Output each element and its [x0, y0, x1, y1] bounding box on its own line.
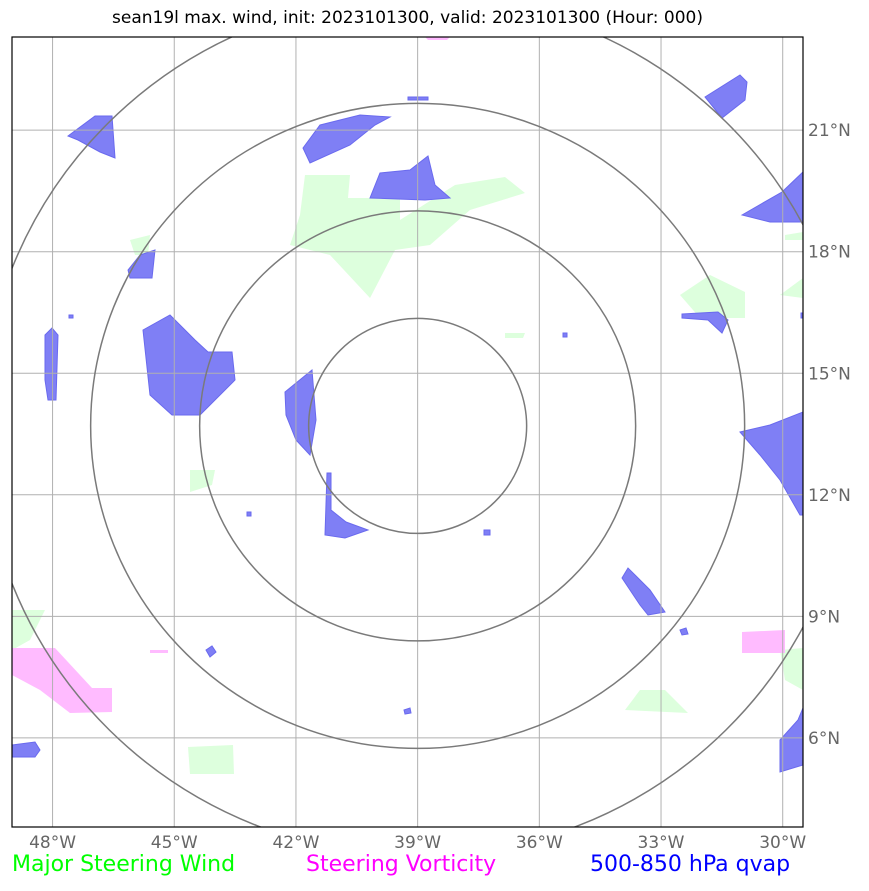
wind-region	[680, 275, 745, 318]
qvap-region	[483, 529, 491, 536]
lon-tick-label: 45°W	[151, 833, 198, 853]
legend-major-steering-wind: Major Steering Wind	[12, 852, 236, 877]
qvap-region	[779, 707, 803, 773]
wind-region	[190, 470, 215, 492]
qvap-region	[369, 155, 452, 201]
vorticity-region	[12, 648, 112, 713]
longitude-tick-labels: 48°W 45°W 42°W 39°W 36°W 33°W 30°W	[29, 833, 806, 853]
range-rings	[12, 37, 803, 827]
qvap-region	[12, 741, 41, 758]
range-ring	[198, 210, 637, 642]
qvap-region	[621, 567, 666, 616]
lat-tick-label: 21°N	[808, 121, 851, 141]
qvap-region	[739, 411, 803, 516]
map-frame	[11, 36, 804, 828]
qvap-region	[44, 327, 59, 401]
lat-tick-label: 12°N	[808, 486, 851, 506]
legend-qvap: 500-850 hPa qvap	[590, 852, 791, 877]
latitude-tick-labels: 21°N 18°N 15°N 12°N 9°N 6°N	[808, 121, 851, 749]
legend-steering-vorticity: Steering Vorticity	[306, 852, 497, 877]
qvap-region	[205, 645, 217, 658]
qvap-region	[704, 74, 748, 119]
lon-tick-label: 33°W	[638, 833, 685, 853]
lon-tick-label: 36°W	[516, 833, 563, 853]
qvap-region	[324, 472, 370, 539]
lon-tick-label: 30°W	[759, 833, 806, 853]
range-ring	[307, 317, 528, 535]
vorticity-region	[742, 630, 785, 653]
qvap-region	[284, 369, 317, 457]
wind-region	[188, 745, 234, 774]
lat-tick-label: 18°N	[808, 243, 851, 263]
range-ring	[12, 37, 803, 827]
lon-tick-label: 39°W	[394, 833, 441, 853]
wind-region	[290, 175, 525, 298]
map-title: sean19l max. wind, init: 2023101300, val…	[112, 8, 703, 28]
range-ring	[89, 102, 746, 750]
wind-region	[625, 690, 688, 713]
graticule	[12, 37, 803, 827]
lat-tick-label: 15°N	[808, 364, 851, 384]
vorticity-region	[150, 650, 168, 653]
vorticity-region	[425, 37, 450, 40]
qvap-region	[302, 114, 392, 164]
wind-region	[780, 278, 803, 298]
lon-tick-label: 42°W	[272, 833, 319, 853]
lat-tick-label: 9°N	[808, 607, 840, 627]
qvap-region	[246, 511, 252, 517]
qvap-region	[562, 332, 568, 338]
steering-vorticity-regions	[12, 37, 785, 713]
qvap-region	[740, 171, 803, 223]
wind-region	[785, 232, 803, 240]
wind-region	[780, 648, 803, 690]
qvap-region	[681, 311, 729, 334]
qvap-regions	[12, 74, 803, 773]
wind-region	[505, 333, 525, 338]
qvap-region	[679, 627, 689, 636]
wind-region	[130, 235, 150, 255]
steering-wind-regions	[12, 175, 803, 774]
wind-region	[12, 610, 45, 650]
qvap-region	[66, 115, 116, 159]
qvap-region	[142, 314, 236, 416]
lon-tick-label: 48°W	[29, 833, 76, 853]
lat-tick-label: 6°N	[808, 729, 840, 749]
qvap-region	[68, 314, 74, 319]
qvap-region	[403, 707, 412, 715]
